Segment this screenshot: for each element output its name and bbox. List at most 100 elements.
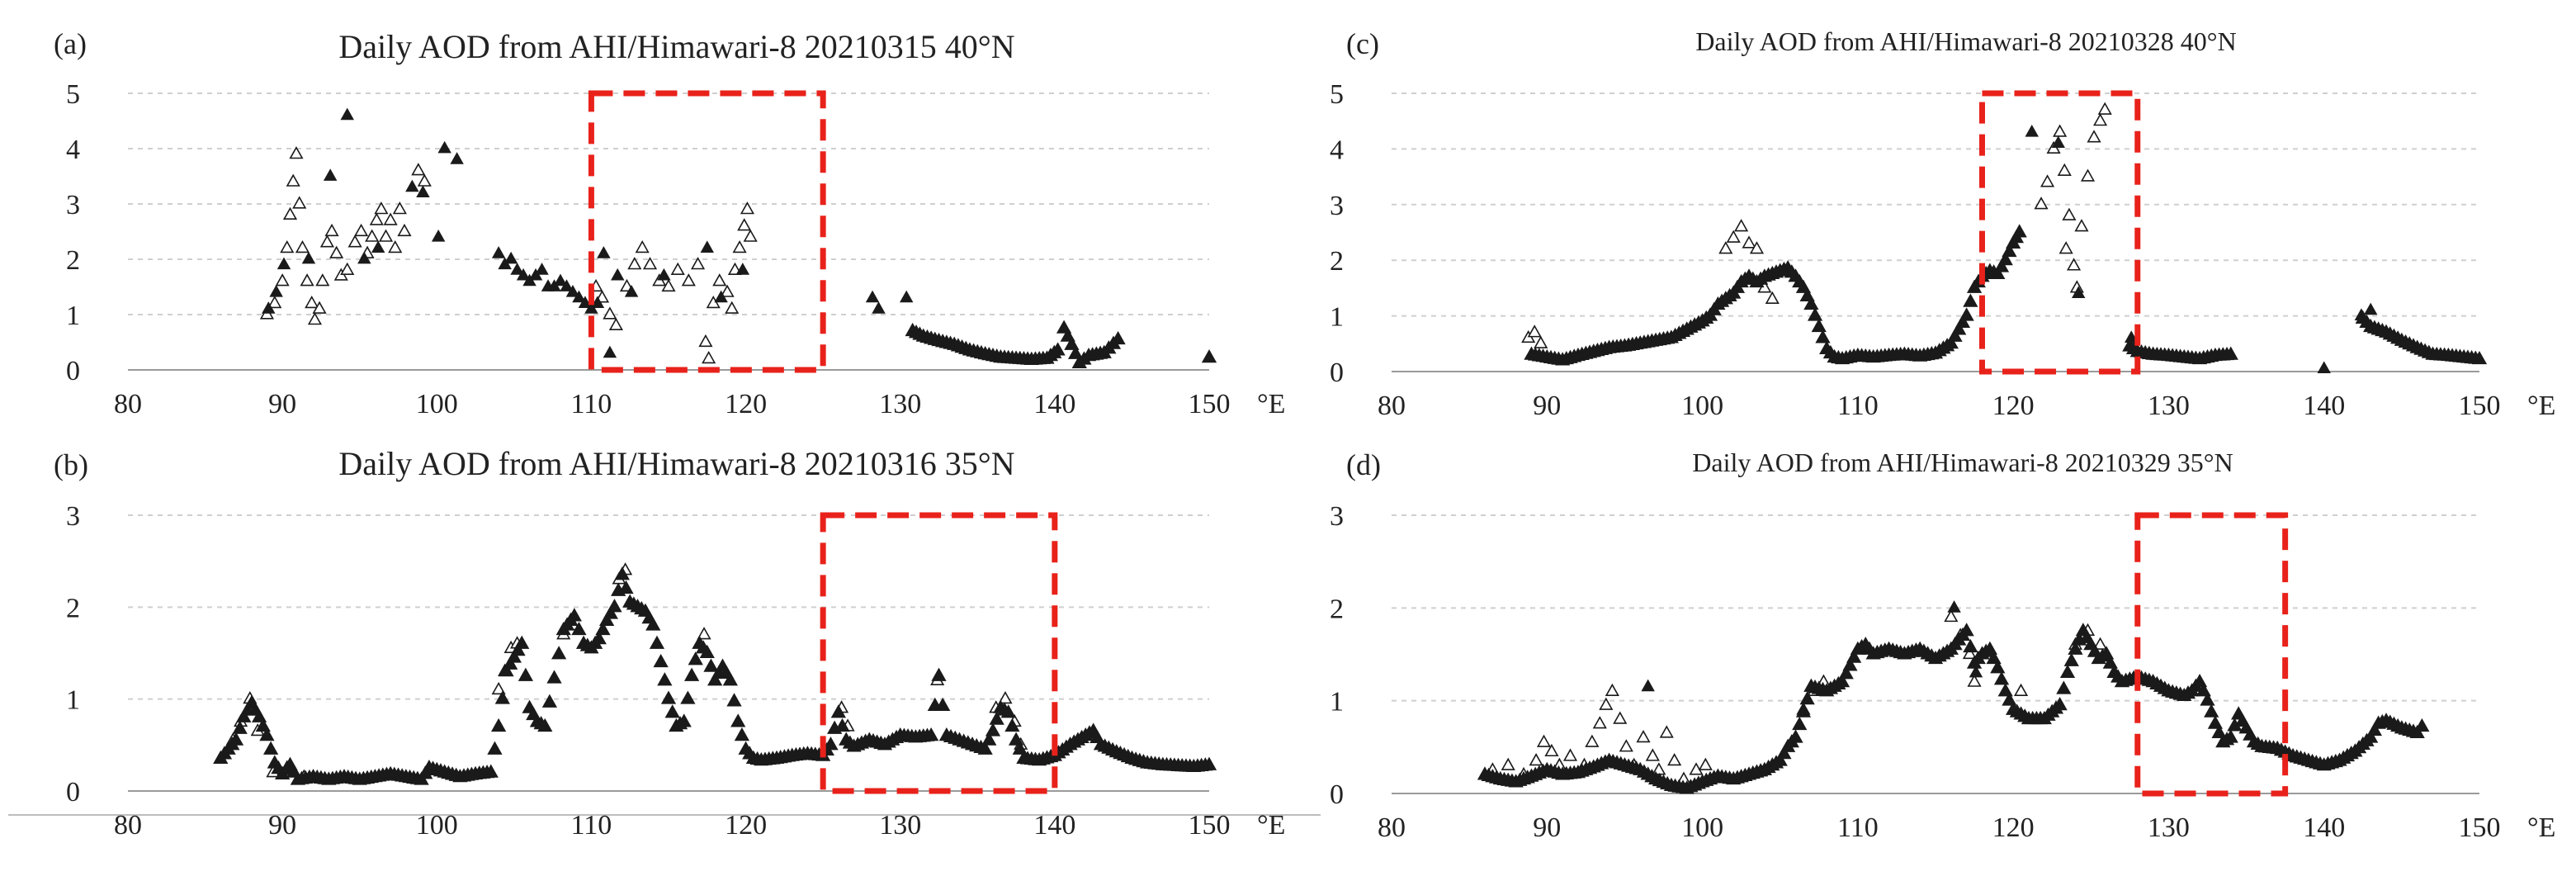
y-tick-label: 2 — [1330, 594, 1344, 624]
data-point — [1636, 729, 1651, 743]
data-point — [503, 251, 518, 264]
x-tick-label: 140 — [1033, 389, 1075, 419]
x-tick-label: 130 — [879, 810, 921, 841]
data-point — [700, 240, 715, 253]
data-point — [1110, 330, 1126, 345]
series-hollow — [1485, 609, 2108, 784]
data-point — [2409, 724, 2425, 738]
y-tick-label: 0 — [66, 777, 80, 808]
data-point — [732, 239, 747, 253]
data-point — [277, 257, 291, 270]
x-tick-label: 80 — [114, 389, 142, 419]
data-point — [518, 667, 534, 681]
y-tick-label: 5 — [1330, 79, 1344, 110]
x-tick-label: 90 — [1533, 812, 1561, 843]
data-point — [702, 350, 716, 364]
data-point — [1008, 732, 1024, 746]
y-tick-label: 4 — [1330, 135, 1344, 165]
data-point — [698, 334, 713, 348]
data-point — [1947, 328, 1963, 342]
data-point — [1527, 324, 1542, 338]
data-point — [1599, 697, 1614, 710]
data-point — [697, 627, 711, 640]
data-point — [597, 246, 611, 258]
data-point — [690, 257, 706, 270]
data-point — [661, 278, 676, 292]
series-dense — [213, 566, 1217, 785]
data-point — [1562, 748, 1578, 761]
data-point — [1792, 716, 1808, 731]
data-point — [670, 262, 685, 276]
y-tick-label: 2 — [66, 245, 80, 276]
data-point — [664, 704, 680, 718]
data-point — [712, 273, 727, 287]
data-point — [357, 251, 371, 264]
data-point — [499, 663, 514, 677]
data-point — [1815, 329, 1831, 343]
data-point — [405, 179, 419, 192]
data-point — [1067, 345, 1084, 359]
data-point — [510, 642, 526, 656]
data-point — [981, 732, 997, 746]
data-point — [259, 727, 275, 741]
data-point — [417, 173, 432, 187]
data-point — [726, 693, 742, 707]
data-point — [676, 713, 692, 727]
y-tick-label: 3 — [66, 501, 80, 532]
data-point — [2052, 697, 2068, 711]
data-point — [483, 764, 499, 778]
data-point — [2002, 692, 2017, 706]
data-point — [2098, 646, 2115, 660]
x-unit-label: °E — [2527, 391, 2555, 421]
data-point — [292, 196, 307, 209]
data-point — [2068, 641, 2083, 655]
data-point — [1544, 743, 1559, 757]
data-point — [329, 245, 344, 258]
data-point — [722, 672, 738, 686]
y-tick-label: 1 — [1330, 302, 1344, 333]
data-point — [553, 273, 568, 287]
data-point — [537, 718, 553, 732]
data-point — [1962, 646, 1977, 660]
data-point — [1803, 296, 1819, 310]
series-dense — [1477, 623, 2430, 794]
x-tick-label: 110 — [571, 389, 612, 419]
x-tick-label: 100 — [416, 389, 458, 419]
data-point — [608, 317, 623, 331]
data-point — [823, 737, 839, 751]
data-point — [1811, 318, 1827, 333]
data-point — [1201, 756, 1217, 770]
data-point — [1959, 623, 1974, 637]
data-point — [255, 718, 271, 732]
panel-label: (a) — [54, 27, 87, 60]
data-point — [2056, 680, 2072, 694]
data-point — [565, 284, 580, 297]
data-point — [2013, 683, 2029, 697]
data-point — [1842, 657, 1858, 671]
data-point — [1652, 762, 1666, 775]
data-point — [681, 273, 696, 287]
data-point — [491, 718, 507, 732]
data-point — [1734, 219, 1749, 232]
data-point — [624, 284, 639, 297]
data-point — [1064, 336, 1080, 350]
x-tick-label: 90 — [268, 810, 296, 841]
data-point — [657, 672, 673, 686]
data-point — [2025, 124, 2039, 137]
data-point — [1004, 718, 1020, 732]
panel-label: (b) — [54, 448, 88, 481]
x-tick-label: 130 — [879, 389, 921, 419]
data-point — [551, 646, 567, 660]
data-point — [649, 635, 665, 649]
data-point — [2211, 724, 2227, 738]
x-unit-label: °E — [1257, 810, 1285, 841]
data-point — [680, 690, 696, 704]
data-point — [720, 284, 735, 297]
data-point — [431, 229, 446, 242]
data-point — [2051, 135, 2065, 149]
data-point — [1795, 703, 1812, 718]
data-point — [411, 163, 426, 176]
data-point — [1807, 307, 1823, 321]
x-tick-label: 120 — [725, 389, 767, 419]
data-point — [2087, 130, 2101, 143]
